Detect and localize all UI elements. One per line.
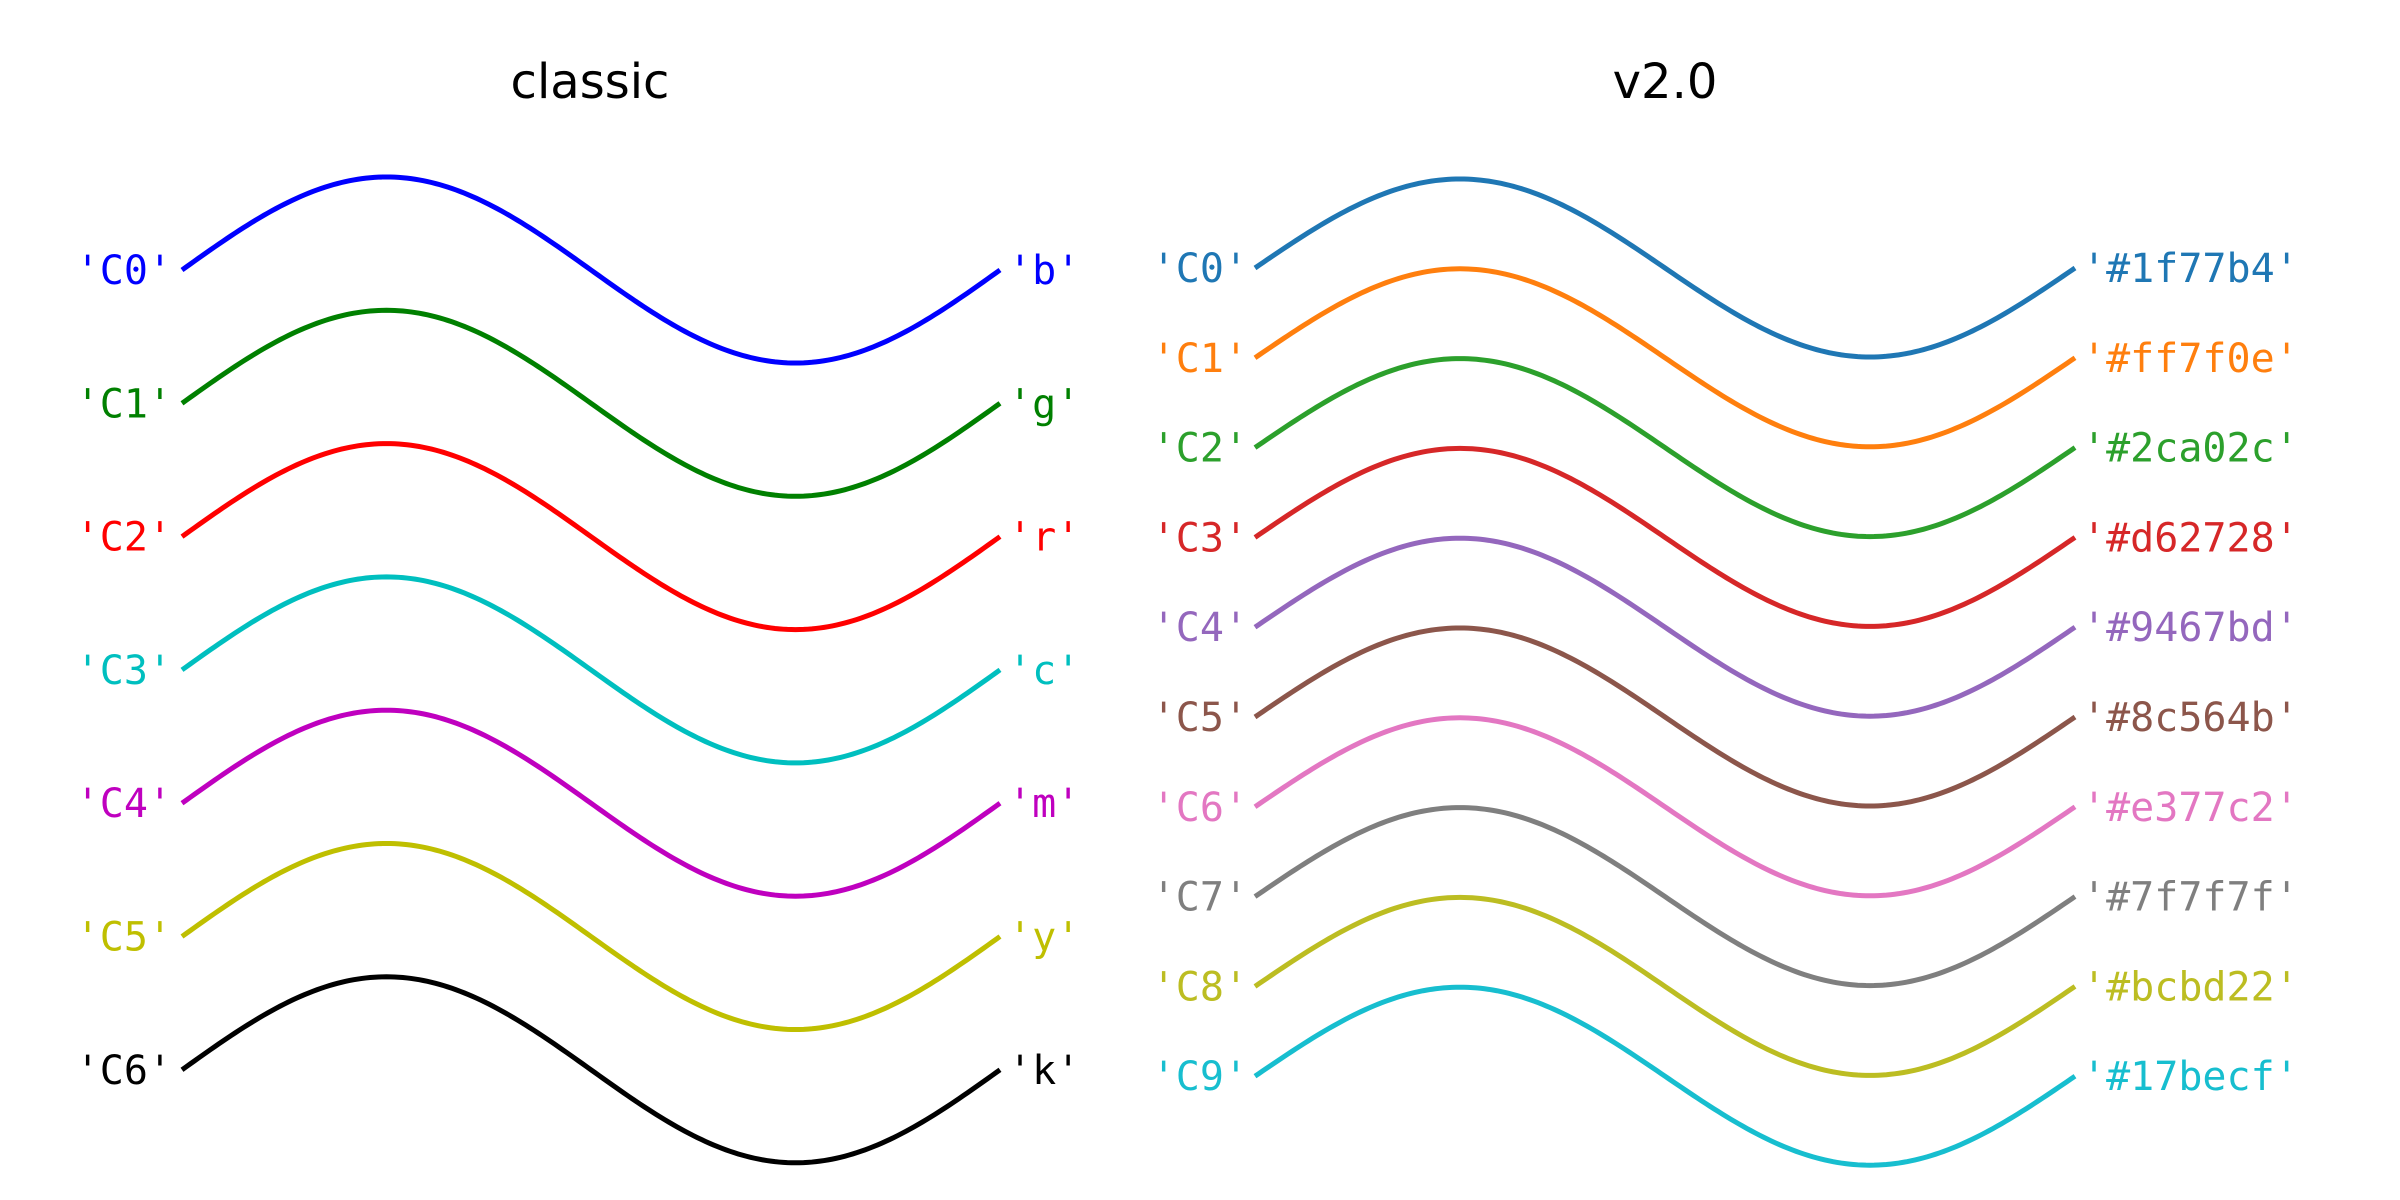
color-code-label-v2-4: '#9467bd': [2082, 605, 2299, 651]
series-label-classic-3: 'C3': [76, 648, 172, 694]
series-label-classic-4: 'C4': [76, 781, 172, 827]
series-line-classic-1: [180, 307, 1002, 499]
color-code-label-classic-6: 'k': [1008, 1048, 1080, 1094]
series-line-v2-6: [1253, 715, 2077, 899]
panel-title-classic: classic: [511, 54, 670, 110]
color-code-label-v2-3: '#d62728': [2082, 515, 2299, 561]
series-label-v2-6: 'C6': [1152, 785, 1248, 831]
color-code-label-classic-3: 'c': [1008, 648, 1080, 694]
series-label-v2-8: 'C8': [1152, 964, 1248, 1010]
color-code-label-v2-8: '#bcbd22': [2082, 964, 2299, 1010]
panel-v2: 'C0' '#1f77b4' 'C1' '#ff7f0e' 'C2' '#2ca02c' '…: [1152, 176, 2299, 1168]
series-label-v2-5: 'C5': [1152, 695, 1248, 741]
series-label-classic-5: 'C5': [76, 915, 172, 961]
color-code-label-classic-4: 'm': [1008, 781, 1080, 827]
color-code-label-v2-6: '#e377c2': [2082, 785, 2299, 831]
color-code-label-classic-5: 'y': [1008, 915, 1080, 961]
color-code-label-classic-1: 'g': [1008, 381, 1080, 427]
series-line-classic-4: [180, 707, 1002, 899]
panel-title-v2: v2.0: [1613, 54, 1718, 110]
series-line-v2-2: [1253, 356, 2077, 540]
series-label-classic-0: 'C0': [76, 248, 172, 294]
series-line-v2-5: [1253, 625, 2077, 809]
series-label-v2-1: 'C1': [1152, 336, 1248, 382]
series-line-v2-8: [1253, 894, 2077, 1078]
series-line-v2-3: [1253, 445, 2077, 629]
series-label-v2-4: 'C4': [1152, 605, 1248, 651]
series-label-v2-7: 'C7': [1152, 875, 1248, 921]
series-line-v2-1: [1253, 266, 2077, 450]
series-line-v2-0: [1253, 176, 2077, 360]
series-label-classic-1: 'C1': [76, 381, 172, 427]
series-label-classic-6: 'C6': [76, 1048, 172, 1094]
series-label-v2-3: 'C3': [1152, 515, 1248, 561]
series-line-classic-3: [180, 574, 1002, 766]
color-code-label-v2-7: '#7f7f7f': [2082, 875, 2299, 921]
series-line-classic-5: [180, 840, 1002, 1033]
series-label-v2-9: 'C9': [1152, 1054, 1248, 1100]
series-line-v2-4: [1253, 535, 2077, 719]
color-code-label-v2-1: '#ff7f0e': [2082, 336, 2299, 382]
color-code-label-classic-2: 'r': [1008, 515, 1080, 561]
series-line-classic-0: [180, 174, 1002, 366]
series-line-v2-7: [1253, 805, 2077, 989]
series-label-v2-0: 'C0': [1152, 246, 1248, 292]
color-code-label-classic-0: 'b': [1008, 248, 1080, 294]
color-code-label-v2-0: '#1f77b4': [2082, 246, 2299, 292]
color-code-label-v2-5: '#8c564b': [2082, 695, 2299, 741]
series-line-classic-2: [180, 441, 1002, 633]
color-code-label-v2-9: '#17becf': [2082, 1054, 2299, 1100]
color-code-label-v2-2: '#2ca02c': [2082, 426, 2299, 472]
series-label-v2-2: 'C2': [1152, 426, 1248, 472]
panel-classic: 'C0' 'b' 'C1' 'g' 'C2' 'r' 'C3' 'c' 'C4' 'm' 'C5' '…: [76, 174, 1080, 1166]
series-line-classic-6: [180, 974, 1002, 1166]
series-label-classic-2: 'C2': [76, 515, 172, 561]
series-line-v2-9: [1253, 984, 2077, 1168]
